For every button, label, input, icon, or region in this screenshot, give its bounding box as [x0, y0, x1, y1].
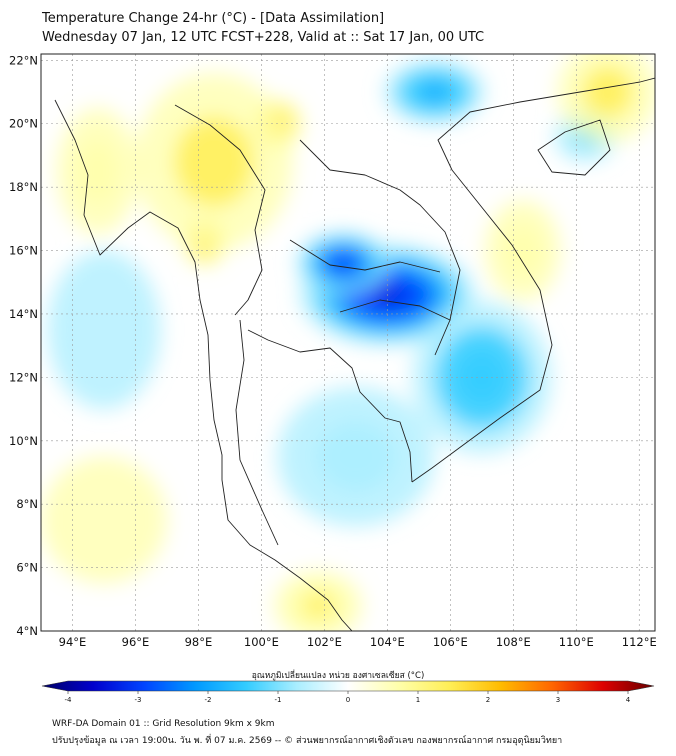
- latitude-tick-label: 22°N: [9, 53, 38, 67]
- chart-subtitle: Wednesday 07 Jan, 12 UTC FCST+228, Valid…: [42, 30, 485, 45]
- colorbar-scale: [41, 680, 655, 692]
- latitude-tick-label: 12°N: [9, 370, 38, 384]
- colorbar-tick-label: 1: [416, 696, 420, 704]
- warm-southwest-sea: [41, 456, 167, 584]
- colorbar-tick-label: -3: [135, 696, 142, 704]
- longitude-tick-label: 96°E: [122, 635, 150, 649]
- colorbar-tick-label: 0: [346, 696, 350, 704]
- cold-andaman-sea: [47, 250, 161, 410]
- longitude-tick-label: 100°E: [244, 635, 279, 649]
- longitude-axis: 94°E 96°E 98°E 100°E 102°E 104°E 106°E 108°E 110…: [59, 635, 657, 649]
- colorbar-tick-label: -1: [275, 696, 282, 704]
- colorbar-ticks: -4 -3 -2 -1 0 1 2 3 4: [65, 691, 631, 704]
- latitude-axis: 4°N 6°N 8°N 10°N 12°N 14°N 16°N 18°N 20°N 22°N: [9, 53, 38, 638]
- longitude-tick-label: 108°E: [496, 635, 531, 649]
- latitude-tick-label: 4°N: [16, 624, 38, 638]
- longitude-tick-label: 102°E: [307, 635, 342, 649]
- longitude-tick-label: 106°E: [433, 635, 468, 649]
- model-info: WRF-DA Domain 01 :: Grid Resolution 9km …: [52, 719, 275, 729]
- credit-line: ปรับปรุงข้อมูล ณ เวลา 19:00น. วัน พ. ที่…: [52, 736, 563, 746]
- longitude-tick-label: 110°E: [559, 635, 594, 649]
- latitude-tick-label: 18°N: [9, 180, 38, 194]
- warm-central-myanmar: [174, 117, 254, 207]
- latitude-tick-label: 16°N: [9, 244, 38, 258]
- map-panel: 94°E 96°E 98°E 100°E 102°E 104°E 106°E 108°E 110…: [9, 53, 657, 649]
- coastlines-and-borders: [54, 77, 655, 631]
- latitude-tick-label: 20°N: [9, 117, 38, 131]
- warm-bay-of-bengal: [77, 139, 119, 204]
- latitude-tick-label: 14°N: [9, 307, 38, 321]
- longitude-tick-label: 94°E: [59, 635, 87, 649]
- warm-gulf-of-tonkin: [582, 66, 633, 118]
- latitude-tick-label: 6°N: [16, 561, 38, 575]
- warm-malaysia: [303, 594, 333, 618]
- longitude-tick-label: 98°E: [185, 635, 213, 649]
- colorbar-tick-label: -4: [65, 696, 73, 704]
- temperature-change-field: [41, 54, 655, 631]
- longitude-tick-label: 112°E: [622, 635, 657, 649]
- cold-northern-vietnam: [421, 84, 448, 100]
- longitude-tick-label: 104°E: [370, 635, 405, 649]
- map-frame-border: [40, 53, 656, 632]
- colorbar-tick-label: 3: [556, 696, 560, 704]
- cold-gulf-of-thailand: [316, 421, 396, 492]
- latitude-tick-label: 8°N: [16, 497, 38, 511]
- colorbar-title: อุณหภูมิเปลี่ยนแปลง หน่วย องศาเซลเซียส (…: [251, 671, 425, 681]
- colorbar-tick-label: -2: [205, 696, 212, 704]
- latitude-tick-label: 10°N: [9, 434, 38, 448]
- graticule: [41, 54, 655, 631]
- colorbar-tick-label: 2: [486, 696, 490, 704]
- colorbar-tick-label: 4: [626, 696, 631, 704]
- chart-title: Temperature Change 24-hr (°C) - [Data As…: [42, 11, 385, 26]
